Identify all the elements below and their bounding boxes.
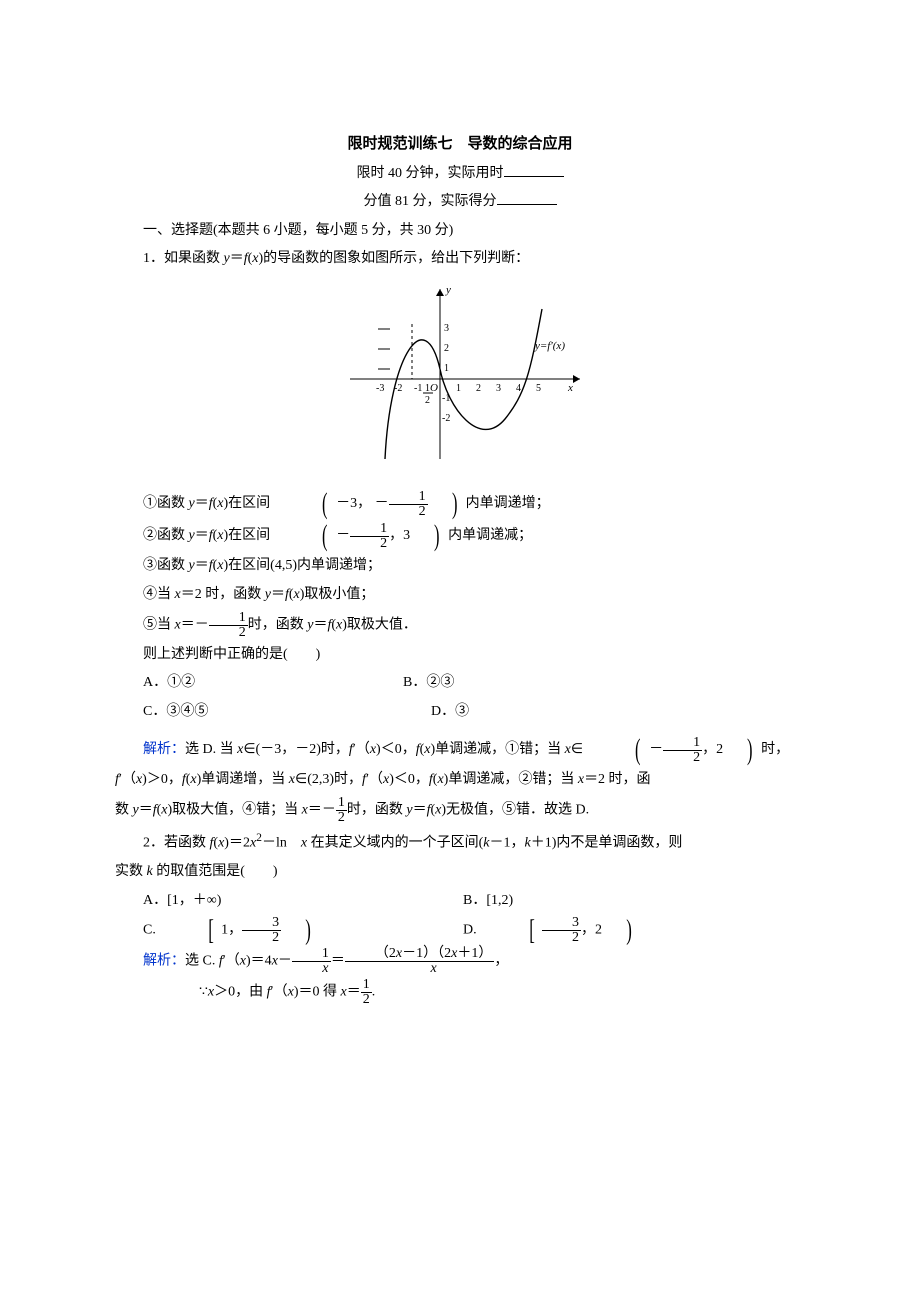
- q2-opt-b: B．[1,2): [435, 888, 513, 915]
- q1-s2: ②函数 y＝f(x)在区间(－12，3)内单调递减；: [115, 521, 805, 551]
- svg-text:y: y: [445, 284, 451, 296]
- q1-s5: ⑤当 x＝－12时，函数 y＝f(x)取极大值．: [115, 611, 805, 640]
- q1-s4: ④当 x＝2 时，函数 y＝f(x)取极小值；: [115, 582, 805, 609]
- answer-label-2: 解析：: [143, 954, 185, 969]
- svg-text:2: 2: [444, 343, 449, 354]
- q1-opt-a: A．①②: [115, 670, 375, 697]
- q1-stem: 1．如果函数 y＝f(x)的导函数的图象如图所示，给出下列判断：: [115, 246, 805, 273]
- svg-text:3: 3: [496, 383, 501, 394]
- svg-text:5: 5: [536, 383, 541, 394]
- q2-opt-d: D.[32，2): [435, 916, 639, 945]
- svg-text:O: O: [430, 382, 438, 394]
- q1-answer-3: 数 y＝f(x)取极大值，④错；当 x＝－12时，函数 y＝f(x)无极值，⑤错…: [115, 796, 805, 825]
- q1-ask: 则上述判断中正确的是( ): [115, 642, 805, 669]
- svg-text:2: 2: [425, 395, 430, 406]
- q2-stem: 2．若函数 f(x)＝2x2－ln x 在其定义域内的一个子区间(k－1，k＋1…: [115, 827, 805, 857]
- svg-text:1: 1: [444, 363, 449, 374]
- svg-text:3: 3: [444, 323, 449, 334]
- svg-text:-3: -3: [376, 383, 384, 394]
- q2-answer-1: 解析：选 C. f′（x)＝4x－1x＝（2x－1）（2x＋1）x，: [115, 947, 805, 976]
- svg-text:y=f′(x): y=f′(x): [534, 340, 565, 352]
- q1-s3: ③函数 y＝f(x)在区间(4,5)内单调递增；: [115, 553, 805, 580]
- svg-text:-2: -2: [442, 413, 450, 424]
- svg-text:-1: -1: [414, 383, 422, 394]
- time-line: 限时 40 分钟，实际用时: [115, 161, 805, 188]
- answer-label: 解析：: [143, 743, 185, 758]
- q1-answer-2: f′（x)＞0，f(x)单调递增，当 x∈(2,3)时，f′（x)＜0，f(x)…: [115, 767, 805, 794]
- svg-text:4: 4: [516, 383, 521, 394]
- q1-chart: x y O -3-2-1 12 345 123 -1-2 1 2 y=f′(x): [115, 279, 805, 480]
- q1-s1: ①函数 y＝f(x)在区间(－3， －12)内单调递增；: [115, 489, 805, 519]
- score-blank: [497, 190, 557, 205]
- q1-opts-row1: A．①② B．②③: [115, 670, 805, 697]
- q1-opts-row2: C．③④⑤ D．③: [115, 699, 805, 726]
- svg-text:1: 1: [425, 383, 430, 394]
- section-1-heading: 一、选择题(本题共 6 小题，每小题 5 分，共 30 分): [115, 218, 805, 245]
- q2-stem2: 实数 k 的取值范围是( ): [115, 859, 805, 886]
- q1-opt-d: D．③: [375, 699, 663, 726]
- score-line: 分值 81 分，实际得分: [115, 189, 805, 216]
- q1-opt-c: C．③④⑤: [115, 699, 375, 726]
- svg-text:x: x: [567, 382, 573, 394]
- q2-opt-a: A．[1，＋∞): [115, 888, 435, 915]
- q2-opts-row2: C.[1，32) D.[32，2): [115, 916, 805, 945]
- doc-title: 限时规范训练七 导数的综合应用: [115, 130, 805, 159]
- q1-answer-1: 解析：选 D. 当 x∈(－3，－2)时，f′（x)＜0，f(x)单调递减，①错…: [115, 735, 805, 765]
- score-label: 分值 81 分，实际得分: [364, 194, 497, 209]
- spacer: [115, 727, 805, 733]
- svg-text:1: 1: [456, 383, 461, 394]
- svg-text:2: 2: [476, 383, 481, 394]
- q2-opts-row1: A．[1，＋∞) B．[1,2): [115, 888, 805, 915]
- q2-answer-2: ∵x＞0，由 f′（x)＝0 得 x＝12.: [115, 978, 805, 1007]
- q1-opt-b: B．②③: [375, 670, 635, 697]
- time-label: 限时 40 分钟，实际用时: [357, 166, 504, 181]
- q2-opt-c: C.[1，32): [115, 916, 435, 945]
- time-blank: [504, 162, 564, 177]
